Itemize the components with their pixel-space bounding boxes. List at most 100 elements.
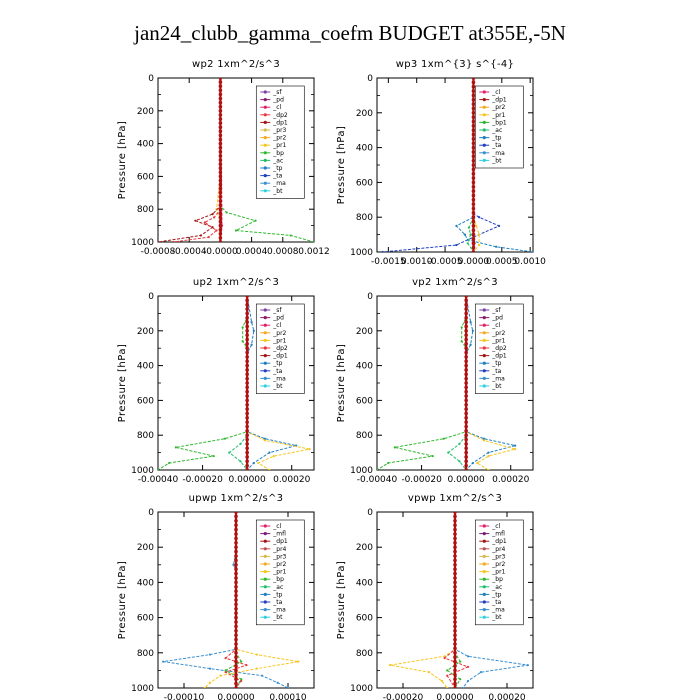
legend-marker (263, 166, 267, 170)
legend-label: _pr2 (491, 104, 505, 111)
y-tick-label: 400 (137, 362, 154, 372)
zero-profile-marker (218, 150, 223, 154)
zero-profile-marker (464, 433, 468, 438)
zero-profile-marker (245, 468, 249, 470)
zero-profile-marker (471, 237, 476, 241)
zero-profile-marker (218, 78, 223, 80)
zero-profile-marker (245, 389, 249, 394)
zero-profile-marker (218, 199, 223, 203)
y-tick-label: 0 (148, 292, 154, 302)
legend-label: _ma (491, 607, 505, 614)
legend-label: _bp (272, 150, 284, 157)
legend-marker (482, 554, 486, 559)
legend-label: _cl (272, 322, 281, 329)
series-point (245, 664, 248, 667)
x-tick-label: 0.00000 (448, 475, 485, 485)
zero-profile-marker (471, 158, 476, 163)
legend-label: _tp (491, 360, 501, 367)
zero-profile-marker (218, 129, 223, 134)
zero-profile-marker (471, 93, 476, 98)
series-point (479, 671, 483, 674)
legend-marker (482, 600, 486, 604)
series-point (440, 679, 444, 683)
legend-marker (263, 384, 267, 388)
legend-marker (263, 143, 267, 147)
zero-profile-marker (464, 298, 468, 303)
y-tick-label: 200 (137, 327, 154, 337)
legend-label: _ma (272, 607, 286, 614)
zero-profile-marker (218, 186, 223, 191)
series-point (297, 660, 300, 663)
zero-profile-marker (471, 224, 476, 228)
series-point (250, 321, 253, 324)
legend-label: _dp1 (491, 353, 507, 360)
legend-label: _ma (491, 150, 505, 157)
zero-profile-marker (245, 359, 249, 364)
zero-profile-marker (453, 633, 457, 637)
legend-label: _ta (491, 142, 501, 149)
legend-label: _dp2 (272, 112, 288, 119)
series-point (463, 233, 467, 236)
zero-profile-marker (453, 659, 457, 664)
zero-profile-marker (464, 342, 468, 346)
legend-marker (482, 384, 486, 388)
legend-marker (263, 151, 267, 155)
zero-profile-marker (218, 170, 223, 175)
legend-label: _ma (491, 375, 505, 382)
zero-profile-marker (471, 176, 476, 180)
zero-profile-marker (471, 141, 476, 146)
legend-label: _mfl (272, 531, 286, 538)
zero-profile-marker (464, 389, 468, 394)
legend-label: _sf (272, 307, 282, 314)
zero-profile-marker (453, 593, 457, 598)
series-point (497, 224, 501, 227)
series-point (224, 671, 227, 674)
zero-profile-marker (245, 398, 249, 403)
zero-profile-marker (471, 198, 476, 202)
legend-marker (263, 158, 267, 162)
legend: _sf_pd_cl_pr2_pr1_dp2_dp1_tp_ta_ma_bt (255, 303, 305, 394)
series-point (476, 461, 479, 465)
series-point (466, 665, 470, 668)
legend-marker (482, 323, 486, 327)
series-point (387, 461, 390, 465)
legend-marker (263, 554, 267, 559)
legend-label: _pr3 (491, 553, 505, 560)
legend-label: _tp (491, 591, 501, 598)
zero-profile-marker (245, 376, 249, 381)
panel-title: vp2 1xm^2/s^3 (412, 277, 498, 288)
zero-profile-marker (234, 598, 238, 602)
zero-profile-marker (471, 102, 476, 106)
legend-marker (263, 120, 267, 124)
zero-profile-marker (245, 459, 249, 464)
y-axis-label: Pressure [hPa] (336, 561, 347, 640)
y-tick-label: 400 (356, 578, 373, 588)
zero-profile-marker (471, 115, 476, 119)
series-point (467, 226, 470, 229)
series-point (254, 219, 257, 222)
legend-label: _bt (272, 614, 283, 621)
x-tick-label: 0.00020 (488, 693, 525, 700)
zero-profile-marker (234, 659, 238, 664)
zero-profile-marker (234, 514, 238, 519)
x-tick-label: 0.00000 (229, 475, 266, 485)
zero-profile-marker (471, 119, 476, 124)
series-point (487, 454, 490, 458)
y-tick-label: 0 (367, 292, 373, 302)
zero-profile-marker (218, 236, 223, 240)
series-group (162, 512, 300, 688)
y-tick-label: 600 (137, 614, 154, 624)
panel-1: wp2 1xm^2/s^302004006008001000-0.0008-0.… (117, 59, 330, 257)
legend-marker (263, 524, 267, 528)
zero-profile-marker (218, 125, 223, 129)
legend-marker (263, 105, 267, 109)
series-point (257, 461, 260, 465)
legend-label: _ac (272, 584, 283, 591)
series-group (381, 78, 533, 252)
zero-profile-marker (453, 541, 457, 545)
y-tick-label: 1000 (131, 684, 154, 694)
series-point (289, 234, 292, 237)
zero-profile-marker (453, 673, 457, 677)
legend-label: _bt (491, 614, 502, 621)
zero-profile-marker (453, 554, 457, 558)
